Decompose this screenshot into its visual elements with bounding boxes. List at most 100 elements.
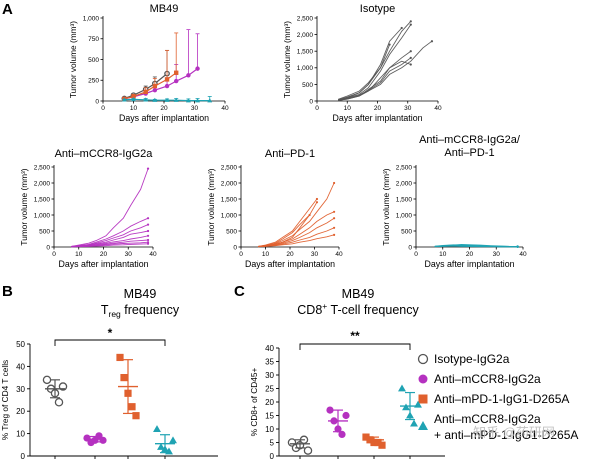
- y-tick-label-treg: 20: [16, 407, 25, 416]
- data-point-mb49-mean: [195, 98, 200, 103]
- series-end-point-ccr8: [146, 223, 150, 226]
- y-tick-label-combo: 1,000: [396, 212, 413, 219]
- y-tick-label-cd8: 35: [265, 358, 274, 367]
- x-tick-label-mb49-mean: 40: [221, 105, 229, 112]
- y-tick-label-treg: 50: [16, 340, 25, 349]
- data-point-mb49-mean: [152, 88, 158, 93]
- x-tick-label-isotype: 30: [404, 105, 412, 112]
- data-point-treg: [116, 353, 124, 362]
- y-tick-label-combo: 500: [401, 228, 412, 235]
- y-axis-label-pd1: Tumor volume (mm³): [206, 168, 216, 245]
- x-tick-label-ccr8: 0: [52, 251, 56, 258]
- data-point-mb49-mean: [185, 98, 191, 103]
- x-tick-label-pd1: 10: [262, 251, 270, 258]
- data-point-cd8: [362, 433, 370, 441]
- y-tick-label-cd8: 5: [270, 439, 275, 448]
- series-line-combo: [434, 244, 518, 247]
- data-point-treg: [54, 397, 64, 407]
- x-tick-label-ccr8: 20: [100, 251, 108, 258]
- data-point-mb49-mean: [186, 73, 191, 78]
- series-end-point-pd1: [333, 181, 336, 185]
- y-tick-label-ccr8: 0: [46, 244, 50, 251]
- series-end-point-isotype: [388, 43, 391, 46]
- watermark: 知乎 @药研网: [473, 425, 555, 440]
- significance-bracket-cd8: [299, 343, 411, 350]
- significance-label-cd8: **: [350, 329, 360, 343]
- x-tick-label-isotype: 40: [434, 105, 442, 112]
- series-line-pd1: [258, 234, 335, 248]
- data-point-mb49-mean: [131, 96, 136, 102]
- y-tick-label-cd8: 10: [265, 425, 274, 434]
- data-point-mb49-mean: [207, 98, 213, 103]
- y-tick-label-isotype: 500: [302, 82, 313, 89]
- data-point-treg: [99, 436, 107, 444]
- series-end-point-ccr8: [146, 167, 150, 170]
- series-end-point-isotype: [430, 40, 434, 43]
- y-tick-label-mb49-mean: 500: [88, 57, 99, 64]
- y-tick-label-ccr8: 1,500: [34, 196, 51, 203]
- treg-panel-title: MB49: [124, 287, 157, 301]
- y-tick-label-combo: 0: [408, 244, 412, 251]
- y-axis-label-isotype: Tumor volume (mm³): [282, 21, 292, 98]
- y-tick-label-cd8: 0: [270, 452, 275, 461]
- panel-label-b: B: [2, 283, 13, 300]
- data-point-cd8: [398, 384, 406, 392]
- cd8-panel-title: MB49: [342, 287, 375, 301]
- y-tick-label-ccr8: 2,000: [34, 180, 51, 187]
- chart-combo: Anti–mCCR8-IgG2a/Anti–PD-1 0 500 1,000 1,500…: [381, 134, 527, 269]
- x-tick-label-ccr8: 30: [125, 251, 133, 258]
- legend-marker-ccr8: [418, 374, 428, 384]
- legend-label-combo-line2: + anti–mPD-1-IgG1-D265A: [434, 428, 578, 442]
- x-axis-label-isotype: Days after implantation: [333, 113, 423, 123]
- series-end-point-pd1: [308, 213, 311, 217]
- data-point-treg: [157, 443, 165, 450]
- series-line-isotype: [338, 44, 391, 101]
- y-tick-label-isotype: 1,500: [297, 49, 314, 56]
- series-end-point-isotype: [400, 26, 403, 30]
- series-end-point-pd1: [333, 210, 336, 213]
- series-end-point-isotype: [409, 20, 412, 23]
- series-line-pd1: [258, 214, 310, 248]
- series-end-point-isotype: [409, 50, 412, 53]
- data-point-treg: [42, 375, 52, 385]
- x-axis-label-ccr8: Days after implantation: [59, 259, 149, 269]
- y-tick-label-mb49-mean: 0: [95, 98, 99, 105]
- x-tick-label-pd1: 40: [335, 251, 343, 258]
- y-tick-label-treg: 40: [16, 362, 25, 371]
- legend-marker-combo: [418, 421, 428, 430]
- chart-title-combo: Anti–PD-1: [444, 147, 494, 159]
- series-end-point-isotype: [409, 23, 412, 26]
- data-point-mb49-mean: [143, 97, 149, 102]
- y-tick-label-cd8: 20: [265, 398, 274, 407]
- y-tick-label-isotype: 1,000: [297, 65, 314, 72]
- series-end-point-ccr8: [146, 229, 150, 233]
- data-point-treg: [169, 436, 177, 444]
- x-tick-label-combo: 20: [466, 251, 474, 258]
- x-tick-label-combo: 40: [519, 251, 527, 258]
- legend-label-pd1: Anti–mPD-1-IgG1-D265A: [434, 392, 569, 406]
- y-axis-label-ccr8: Tumor volume (mm³): [19, 168, 29, 245]
- y-axis-label-mb49-mean: Tumor volume (mm³): [68, 21, 78, 98]
- legend-item-combo: Anti–mCCR8-IgG2a + anti–mPD-1-IgG1-D265A: [418, 412, 578, 442]
- data-point-mb49-mean: [152, 83, 158, 89]
- x-tick-label-ccr8: 10: [75, 251, 83, 258]
- y-tick-label-isotype: 2,000: [297, 32, 314, 39]
- data-point-mb49-mean: [164, 77, 170, 82]
- legend-item-isotype: Isotype-IgG2a: [417, 352, 510, 366]
- y-tick-label-pd1: 1,500: [221, 196, 238, 203]
- data-point-cd8: [326, 406, 334, 414]
- y-tick-label-isotype: 2,500: [297, 15, 314, 22]
- y-tick-label-pd1: 0: [233, 244, 237, 251]
- data-point-cd8: [410, 419, 418, 427]
- y-tick-label-ccr8: 500: [39, 228, 50, 235]
- data-point-mb49-mean: [195, 66, 200, 71]
- legend-label-isotype: Isotype-IgG2a: [434, 352, 510, 366]
- data-point-mb49-mean: [143, 89, 148, 95]
- x-tick-label-mb49-mean: 30: [191, 105, 199, 112]
- y-tick-label-treg: 0: [21, 452, 26, 461]
- significance-bracket-treg: [54, 339, 166, 346]
- y-axis-label-treg: % Treg of CD4 T cells: [0, 360, 10, 440]
- series-line-isotype: [338, 40, 433, 101]
